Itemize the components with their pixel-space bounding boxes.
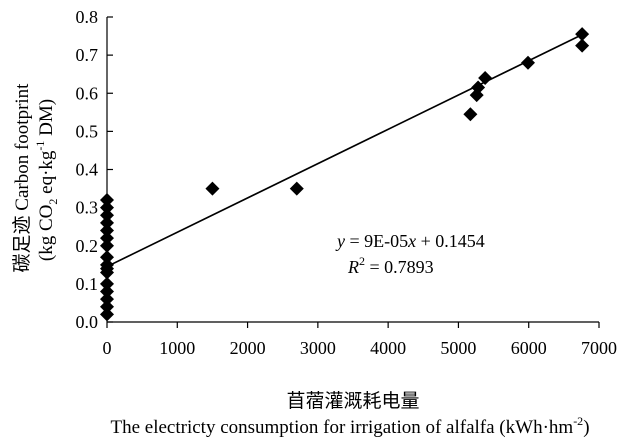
x-tick-label: 6000 bbox=[511, 338, 547, 358]
data-point bbox=[100, 208, 114, 223]
data-point bbox=[100, 215, 114, 230]
data-point bbox=[478, 71, 493, 85]
data-point bbox=[575, 27, 590, 42]
y-tick-label: 0.7 bbox=[76, 45, 99, 65]
data-point bbox=[289, 181, 304, 196]
x-axis-title-line1: 苜蓿灌溉耗电量 bbox=[286, 390, 419, 412]
data-point bbox=[100, 231, 114, 246]
data-point bbox=[575, 38, 590, 53]
trendline bbox=[106, 33, 583, 268]
data-point bbox=[100, 299, 114, 314]
data-point bbox=[100, 200, 114, 215]
data-point bbox=[100, 238, 114, 253]
data-point bbox=[100, 292, 114, 307]
y-tick-label: 0.2 bbox=[76, 236, 99, 256]
data-point bbox=[205, 181, 220, 196]
data-point bbox=[100, 257, 114, 272]
data-point bbox=[463, 107, 478, 122]
data-point bbox=[521, 55, 536, 70]
data-point bbox=[100, 307, 114, 322]
r-squared: R2 = 0.7893 bbox=[347, 254, 434, 277]
y-tick-label: 0.0 bbox=[76, 312, 99, 332]
y-tick-label: 0.3 bbox=[76, 198, 99, 218]
x-tick-label: 7000 bbox=[581, 338, 617, 358]
x-tick-label: 1000 bbox=[159, 338, 195, 358]
data-point bbox=[100, 250, 114, 265]
y-axis-title-line1: 碳足迹 Carbon footprint bbox=[11, 83, 33, 273]
y-tick-label: 0.5 bbox=[76, 121, 99, 141]
y-tick-label: 0.6 bbox=[76, 83, 99, 103]
y-axis-title: 碳足迹 Carbon footprint bbox=[11, 83, 33, 273]
data-point bbox=[100, 284, 114, 299]
x-tick-label: 5000 bbox=[440, 338, 476, 358]
y-axis-units: (kg CO2 eq·kg-1 DM) bbox=[33, 99, 60, 261]
x-tick-label: 3000 bbox=[300, 338, 336, 358]
x-tick-label: 0 bbox=[103, 338, 112, 358]
y-tick-label: 0.8 bbox=[76, 7, 99, 27]
data-points bbox=[100, 27, 590, 322]
y-axis-title-line2: (kg CO2 eq·kg-1 DM) bbox=[33, 99, 60, 261]
tick-labels: 0.0 0.1 0.2 0.3 0.4 0.5 0.6 0.7 0.8 0 1000 2000 3000… bbox=[76, 7, 618, 358]
data-point bbox=[471, 80, 486, 95]
y-tick-label: 0.4 bbox=[76, 160, 99, 180]
x-tick-label: 4000 bbox=[370, 338, 406, 358]
data-point bbox=[100, 276, 114, 291]
data-point bbox=[100, 223, 114, 238]
y-tick-label: 0.1 bbox=[76, 274, 99, 294]
x-axis-title-line2: The electricty consumption for irrigatio… bbox=[110, 414, 589, 438]
trend-equation: y = 9E-05x + 0.1454 bbox=[335, 231, 485, 251]
data-point bbox=[100, 193, 114, 207]
x-tick-label: 2000 bbox=[230, 338, 266, 358]
